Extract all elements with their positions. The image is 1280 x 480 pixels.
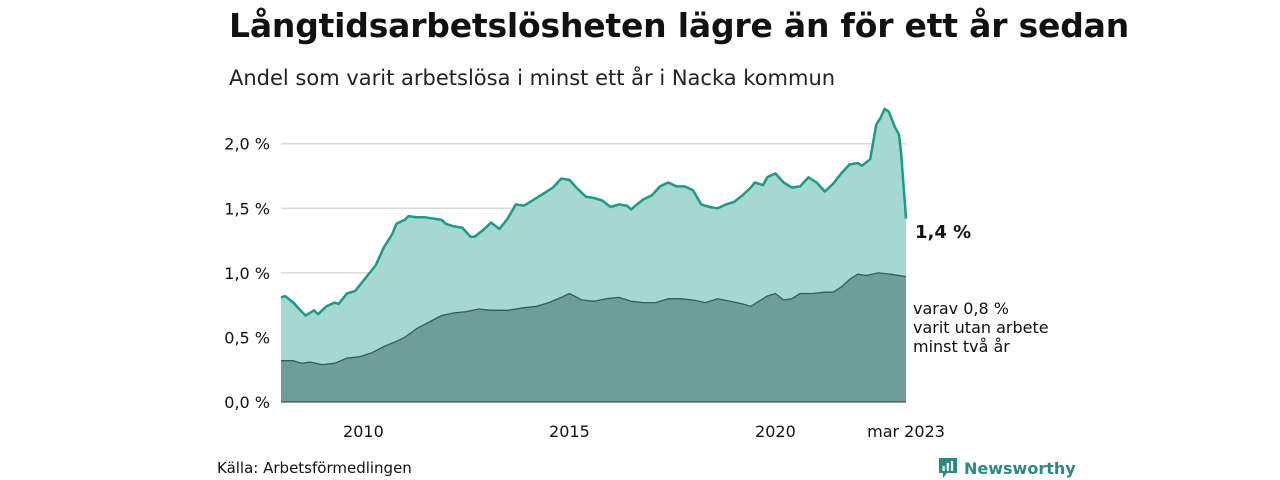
x-tick-label: 2015 [549,422,590,441]
source-note: Källa: Arbetsförmedlingen [217,459,412,477]
x-tick-label: mar 2023 [867,422,945,441]
x-axis-tick-labels: 2010 2015 2020 mar 2023 [343,422,945,441]
brand-logo: Newsworthy [938,456,1076,480]
x-tick-label: 2020 [755,422,796,441]
brand-name: Newsworthy [964,458,1076,478]
chart-subtitle: Andel som varit arbetslösa i minst ett å… [229,66,836,90]
y-axis-tick-labels: 0,0 % 0,5 % 1,0 % 1,5 % 2,0 % [224,135,270,412]
long-term-label-line: varit utan arbete [913,318,1049,337]
y-tick-label: 0,0 % [224,393,270,412]
long-term-line [281,272,907,366]
y-tick-label: 2,0 % [224,135,270,154]
long-term-label-line: minst två år [913,337,1010,356]
x-tick-label: 2010 [343,422,384,441]
y-tick-label: 1,0 % [224,264,270,283]
long-term-area [281,272,906,402]
newsworthy-logo-icon [939,458,957,478]
y-tick-label: 0,5 % [224,328,270,347]
chart-title: Långtidsarbetslösheten lägre än för ett … [229,6,1130,45]
total-value-label: 1,4 % [915,222,971,243]
long-term-label-line: varav 0,8 % [913,299,1009,318]
y-tick-label: 1,5 % [224,199,270,218]
total-line [280,107,908,317]
